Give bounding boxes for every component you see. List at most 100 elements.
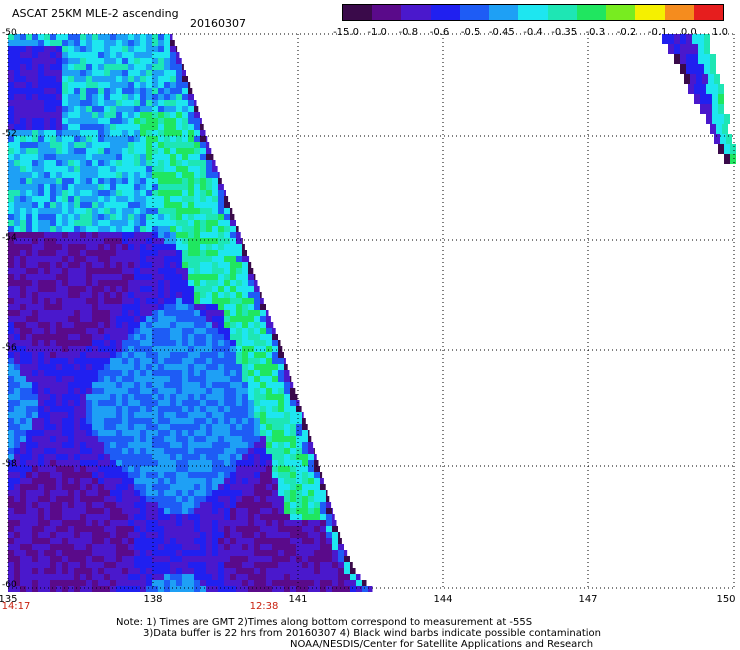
swath-cell (206, 262, 212, 268)
swath-cell (44, 250, 50, 256)
swath-cell (296, 490, 302, 496)
swath-cell (236, 424, 242, 430)
swath-cell (188, 250, 194, 256)
swath-cell (152, 346, 158, 352)
swath-cell (242, 544, 248, 550)
color-swatch (343, 5, 373, 20)
swath-cell (260, 532, 266, 538)
swath-cell (56, 232, 62, 238)
swath-cell (146, 352, 152, 358)
swath-cell (44, 226, 50, 232)
swath-cell (44, 304, 50, 310)
swath-cell (128, 328, 134, 334)
swath-cell (32, 112, 38, 118)
swath-cell (20, 520, 26, 526)
swath-cell (710, 54, 716, 64)
swath-cell (92, 292, 98, 298)
swath-cell (170, 310, 176, 316)
swath-cell (20, 262, 26, 268)
swath-cell (56, 424, 62, 430)
swath-cell (248, 370, 254, 376)
swath-cell (152, 532, 158, 538)
swath-cell (110, 514, 116, 520)
swath-cell (338, 586, 344, 592)
swath-cell (170, 268, 176, 274)
swath-cell (218, 208, 224, 214)
swath-cell (74, 472, 80, 478)
swath-cell (80, 154, 86, 160)
swath-cell (50, 532, 56, 538)
swath-cell (296, 550, 302, 556)
swath-cell (236, 538, 242, 544)
swath-cell (116, 526, 122, 532)
swath-cell (272, 430, 278, 436)
swath-cell (110, 292, 116, 298)
swath-cell (242, 316, 248, 322)
swath-cell (32, 124, 38, 130)
swath-cell (116, 142, 122, 148)
swath-cell (32, 256, 38, 262)
swath-cell (284, 418, 290, 424)
swath-cell (152, 250, 158, 256)
swath-cell (170, 502, 176, 508)
swath-cell (80, 250, 86, 256)
swath-cell (50, 232, 56, 238)
swath-cell (200, 568, 206, 574)
swath-cell (8, 388, 14, 394)
swath-cell (200, 118, 202, 124)
swath-cell (134, 352, 140, 358)
swath-cell (188, 370, 194, 376)
swath-cell (200, 304, 206, 310)
swath-cell (230, 508, 236, 514)
swath-cell (50, 262, 56, 268)
swath-cell (50, 118, 56, 124)
swath-cell (152, 136, 158, 142)
swath-cell (56, 64, 62, 70)
swath-cell (26, 478, 32, 484)
swath-cell (44, 580, 50, 586)
swath-cell (14, 100, 20, 106)
swath-cell (92, 280, 98, 286)
swath-cell (140, 70, 146, 76)
swath-cell (62, 538, 68, 544)
swath-cell (74, 496, 80, 502)
swath-cell (146, 514, 152, 520)
swath-cell (290, 550, 296, 556)
swath-cell (8, 412, 14, 418)
swath-cell (254, 298, 260, 304)
swath-cell (284, 388, 290, 394)
swath-cell (134, 64, 140, 70)
swath-cell (200, 412, 206, 418)
swath-cell (350, 562, 353, 568)
swath-cell (44, 262, 50, 268)
swath-cell (236, 352, 242, 358)
swath-cell (62, 178, 68, 184)
swath-cell (68, 136, 74, 142)
swath-cell (152, 412, 158, 418)
swath-cell (188, 304, 194, 310)
swath-cell (200, 160, 206, 166)
swath-cell (50, 130, 56, 136)
swath-cell (62, 490, 68, 496)
swath-cell (26, 52, 32, 58)
swath-cell (344, 562, 350, 568)
swath-cell (122, 544, 128, 550)
swath-cell (32, 226, 38, 232)
swath-cell (170, 238, 176, 244)
swath-cell (38, 376, 44, 382)
swath-cell (128, 304, 134, 310)
swath-cell (344, 580, 350, 586)
swath-cell (56, 418, 62, 424)
swath-cell (146, 274, 152, 280)
swath-cell (140, 250, 146, 256)
swath-cell (146, 574, 152, 580)
swath-cell (8, 280, 14, 286)
swath-cell (44, 406, 50, 412)
swath-cell (134, 262, 140, 268)
swath-cell (230, 334, 236, 340)
swath-cell (278, 532, 284, 538)
swath-cell (32, 160, 38, 166)
swath-cell (116, 412, 122, 418)
swath-cell (242, 346, 248, 352)
swath-cell (92, 304, 98, 310)
